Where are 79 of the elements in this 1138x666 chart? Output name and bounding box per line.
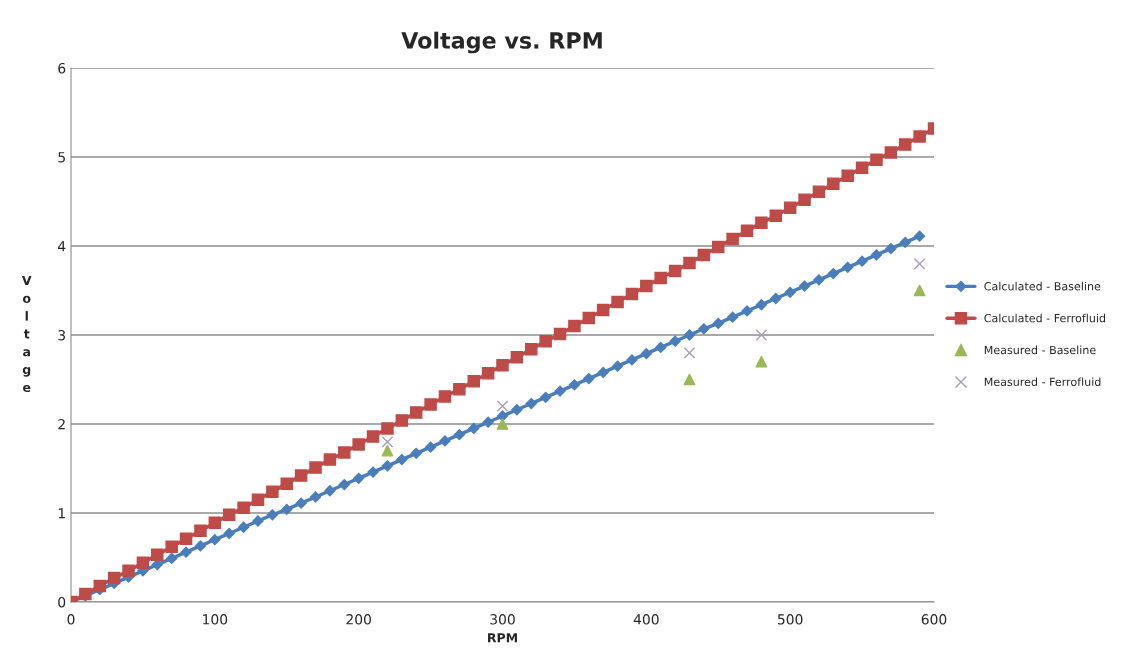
y-axis-title: Voltage — [21, 275, 32, 393]
point — [439, 435, 451, 447]
point — [309, 491, 322, 503]
point — [655, 341, 667, 354]
x-tick-label: 0 — [67, 614, 75, 625]
x-tick-label: 100 — [203, 614, 228, 625]
point — [223, 527, 235, 540]
point — [353, 472, 365, 484]
legend-label: Calculated - Ferrofluid — [984, 313, 1106, 323]
point — [755, 299, 768, 311]
point — [683, 329, 696, 341]
point — [496, 400, 509, 413]
point — [266, 509, 278, 521]
point — [381, 435, 394, 448]
y-tick-label: 3 — [58, 329, 66, 341]
legend-label: Calculated - Baseline — [984, 281, 1101, 291]
point — [856, 255, 868, 267]
point — [798, 280, 811, 292]
y-tick-label: 0 — [58, 596, 66, 608]
point — [683, 346, 696, 359]
chart-title: Voltage vs. RPM — [401, 31, 602, 54]
x-tick-label: 200 — [346, 614, 371, 625]
point — [640, 348, 652, 360]
point — [453, 429, 465, 441]
point — [496, 418, 509, 430]
point — [755, 329, 768, 341]
point — [784, 286, 796, 298]
x-tick-label: 500 — [777, 614, 803, 625]
point — [166, 552, 178, 564]
point — [842, 261, 854, 273]
point — [727, 311, 739, 323]
point — [914, 230, 926, 242]
point — [597, 366, 609, 378]
point — [468, 422, 480, 435]
point — [899, 236, 911, 249]
y-tick-label: 2 — [58, 418, 65, 430]
legend-label: Measured - Baseline — [984, 345, 1096, 355]
point — [813, 274, 825, 286]
point — [540, 391, 552, 403]
y-tick-label: 1 — [58, 508, 65, 519]
x-axis-title: RPM — [488, 633, 517, 643]
point — [583, 373, 595, 385]
point — [626, 354, 638, 366]
x-tick-label: 300 — [490, 614, 515, 625]
point — [338, 478, 350, 491]
point — [511, 404, 523, 416]
y-tick-label: 5 — [58, 152, 65, 163]
point — [424, 441, 437, 453]
y-tick-label: 6 — [58, 62, 66, 74]
point — [209, 534, 221, 546]
point — [712, 317, 724, 330]
point — [913, 284, 926, 297]
point — [396, 453, 408, 466]
point — [698, 323, 710, 335]
point — [281, 503, 293, 516]
point — [324, 485, 336, 497]
x-tick-label: 600 — [921, 614, 947, 625]
point — [180, 546, 192, 558]
point — [683, 373, 696, 386]
point — [295, 497, 307, 509]
point — [913, 257, 926, 270]
point — [194, 540, 207, 552]
legend-label: Measured - Ferrofluid — [984, 377, 1101, 387]
y-tick-label: 4 — [57, 241, 66, 252]
point — [827, 267, 839, 280]
point — [755, 355, 768, 368]
point — [611, 360, 624, 372]
point — [870, 249, 883, 261]
point — [669, 335, 681, 347]
point — [237, 521, 250, 533]
point — [770, 292, 782, 305]
point — [885, 243, 897, 255]
x-tick-label: 400 — [633, 614, 659, 625]
point — [381, 444, 394, 457]
point — [410, 447, 422, 459]
point — [525, 397, 537, 410]
point — [568, 379, 581, 391]
point — [381, 460, 394, 472]
point — [482, 416, 494, 428]
